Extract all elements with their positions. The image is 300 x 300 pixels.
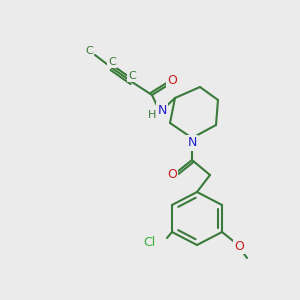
Text: O: O <box>167 74 177 88</box>
Text: O: O <box>167 167 177 181</box>
Text: H: H <box>148 110 156 120</box>
Text: Cl: Cl <box>143 236 155 250</box>
Text: N: N <box>187 136 197 149</box>
Text: O: O <box>234 239 244 253</box>
Text: C: C <box>108 57 116 67</box>
Text: C: C <box>85 46 93 56</box>
Text: N: N <box>157 103 167 116</box>
Text: C: C <box>128 71 136 81</box>
